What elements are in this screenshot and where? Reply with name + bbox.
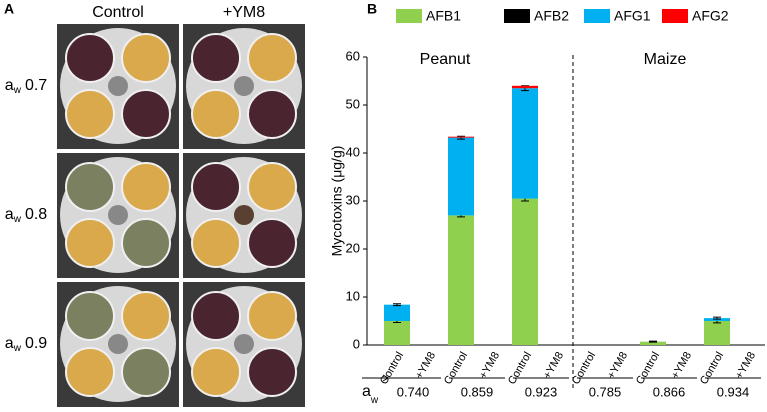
dish xyxy=(247,291,297,341)
dish xyxy=(121,33,171,83)
x-tick-label: +YM8 xyxy=(669,350,694,381)
panel-label: B xyxy=(367,1,377,17)
bar-segment xyxy=(704,321,730,345)
dish xyxy=(121,347,171,397)
dish xyxy=(65,33,115,83)
section-label: Peanut xyxy=(420,51,471,68)
x-tick-label: +YM8 xyxy=(733,350,758,381)
y-tick-label: 50 xyxy=(346,96,360,111)
y-tick-label: 60 xyxy=(346,48,360,63)
y-tick-label: 30 xyxy=(346,192,360,207)
dish xyxy=(191,218,241,268)
y-axis-title: Mycotoxins (μg/g) xyxy=(329,146,345,257)
dish xyxy=(121,89,171,139)
center xyxy=(108,76,128,96)
bar-segment xyxy=(512,198,538,345)
bar-segment xyxy=(384,304,410,321)
legend-label: AFB1 xyxy=(426,8,461,24)
group-label: 0.859 xyxy=(461,384,494,399)
dish xyxy=(247,218,297,268)
bar-segment xyxy=(448,137,474,216)
center xyxy=(108,205,128,225)
dish xyxy=(247,33,297,83)
column-label: +YM8 xyxy=(223,4,265,21)
dish xyxy=(191,291,241,341)
dish xyxy=(121,218,171,268)
group-label: 0.866 xyxy=(653,384,686,399)
panel-label: A xyxy=(4,1,14,17)
y-tick-label: 0 xyxy=(353,336,360,351)
bar-segment xyxy=(384,321,410,345)
row-label: aw 0.7 xyxy=(5,77,47,95)
x-tick-label: Control xyxy=(442,350,470,387)
x-tick-label: Control xyxy=(634,350,662,387)
dish xyxy=(65,218,115,268)
legend-swatch xyxy=(662,9,688,23)
group-label: 0.740 xyxy=(397,384,430,399)
legend-label: AFG2 xyxy=(692,8,729,24)
dish xyxy=(191,347,241,397)
column-label: Control xyxy=(92,4,144,21)
y-tick-label: 20 xyxy=(346,240,360,255)
dish xyxy=(121,291,171,341)
x-tick-label: Control xyxy=(570,350,598,387)
x-tick-label: +YM8 xyxy=(477,350,502,381)
x-tick-label: Control xyxy=(698,350,726,387)
dish xyxy=(65,162,115,212)
group-label: 0.923 xyxy=(525,384,558,399)
center xyxy=(108,334,128,354)
bar-segment xyxy=(448,215,474,345)
error-bar xyxy=(713,316,721,320)
legend-label: AFG1 xyxy=(614,8,651,24)
legend-swatch xyxy=(396,9,422,23)
y-tick-label: 10 xyxy=(346,288,360,303)
error-bar xyxy=(649,340,657,343)
x-tick-label: +YM8 xyxy=(413,350,438,381)
group-label: 0.934 xyxy=(717,384,750,399)
legend-label: AFB2 xyxy=(534,8,569,24)
bar-segment xyxy=(512,85,538,89)
center xyxy=(234,334,254,354)
legend-swatch xyxy=(504,9,530,23)
x-tick-label: Control xyxy=(506,350,534,387)
dish xyxy=(191,33,241,83)
x-tick-label: +YM8 xyxy=(605,350,630,381)
error-bar xyxy=(393,303,401,307)
section-label: Maize xyxy=(644,51,687,68)
dish xyxy=(65,291,115,341)
dish xyxy=(247,89,297,139)
y-tick-label: 40 xyxy=(346,144,360,159)
dish xyxy=(191,162,241,212)
x-tick-label: +YM8 xyxy=(541,350,566,381)
legend-swatch xyxy=(584,9,610,23)
row-label: aw 0.9 xyxy=(5,335,47,353)
group-axis-label: aw xyxy=(362,383,379,405)
dish xyxy=(121,162,171,212)
row-label: aw 0.8 xyxy=(5,206,47,224)
arrow xyxy=(362,374,389,382)
center xyxy=(234,76,254,96)
dish xyxy=(247,347,297,397)
photo-grid xyxy=(57,24,305,407)
dish xyxy=(247,162,297,212)
bar-segment xyxy=(640,341,666,345)
x-tick-label: Control xyxy=(378,350,406,387)
bar-segment xyxy=(512,88,538,199)
dish xyxy=(65,347,115,397)
dish xyxy=(65,89,115,139)
center xyxy=(234,205,254,225)
group-label: 0.785 xyxy=(589,384,622,399)
dish xyxy=(191,89,241,139)
bar-segment xyxy=(448,136,474,138)
